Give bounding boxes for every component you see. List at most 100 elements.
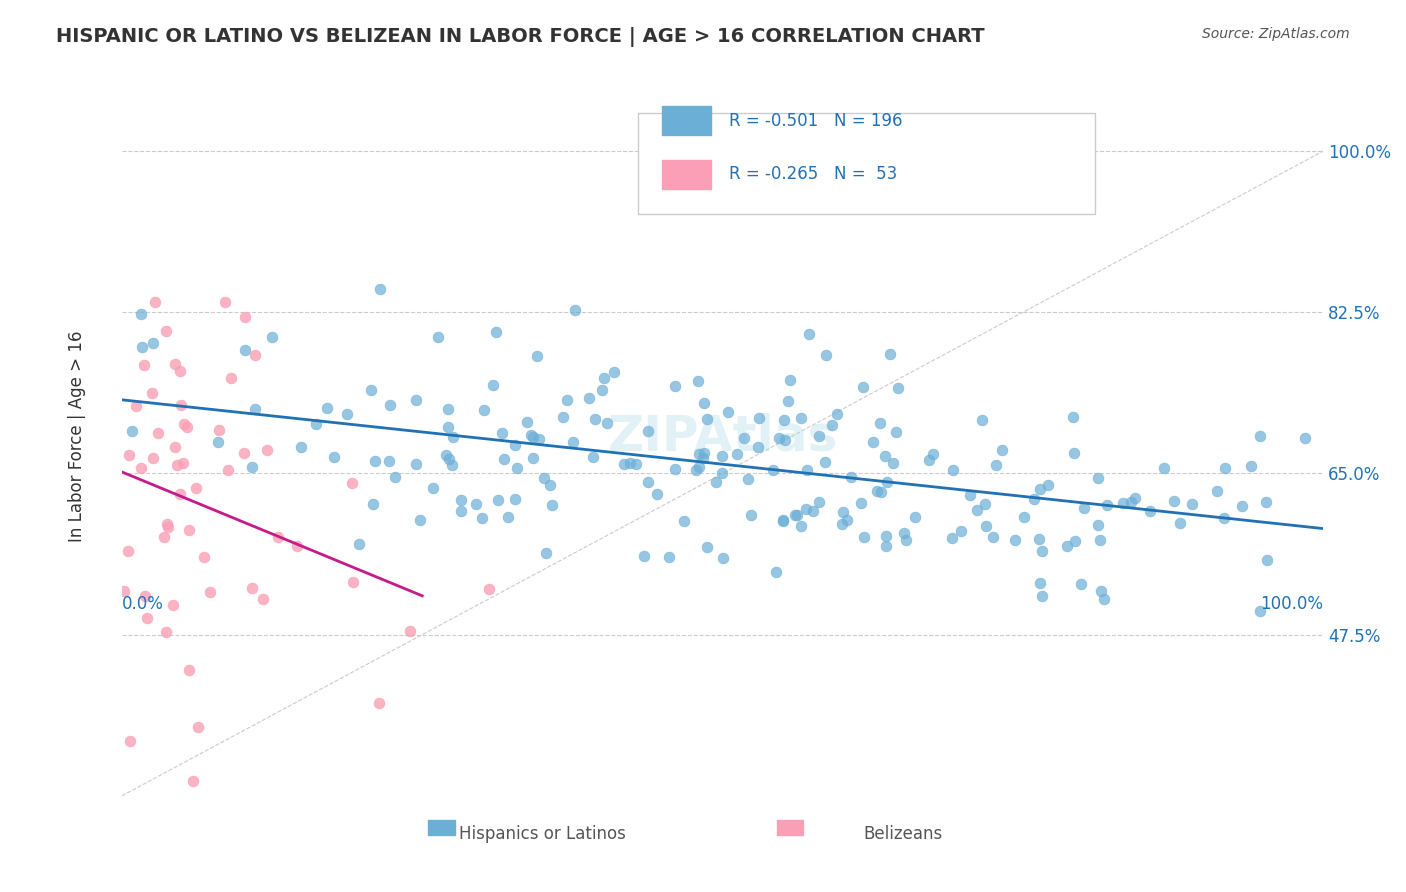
Point [942, 462, 965, 476]
Point [564, 303, 586, 318]
Point [342, 475, 364, 490]
Point [156, 520, 179, 534]
Point [162, 598, 184, 612]
Point [1087, 518, 1109, 533]
Point [323, 450, 346, 464]
Point [688, 447, 710, 461]
Point [170, 398, 193, 412]
Point [596, 416, 619, 430]
Point [405, 457, 427, 471]
Point [555, 392, 578, 407]
Point [450, 493, 472, 508]
Point [193, 549, 215, 564]
Point [267, 530, 290, 544]
Point [984, 458, 1007, 472]
Point [146, 425, 169, 440]
Point [378, 398, 401, 412]
Point [831, 516, 853, 531]
Point [118, 734, 141, 748]
FancyBboxPatch shape [662, 160, 710, 189]
Point [155, 324, 177, 338]
Point [165, 440, 187, 454]
Point [156, 517, 179, 532]
FancyBboxPatch shape [638, 113, 1095, 214]
Point [1213, 510, 1236, 524]
Point [516, 415, 538, 429]
Point [959, 488, 981, 502]
Point [879, 346, 901, 360]
Point [172, 456, 194, 470]
Point [1240, 458, 1263, 473]
Point [762, 463, 785, 477]
Point [491, 426, 513, 441]
Point [1112, 496, 1135, 510]
Point [790, 411, 813, 425]
Point [786, 508, 808, 523]
Point [342, 575, 364, 590]
Point [1125, 491, 1147, 505]
Point [121, 424, 143, 438]
Text: In Labor Force | Age > 16: In Labor Force | Age > 16 [67, 331, 86, 542]
Point [825, 407, 848, 421]
Point [633, 549, 655, 564]
Point [1230, 499, 1253, 513]
Point [441, 458, 464, 473]
Point [526, 349, 548, 363]
Point [198, 585, 221, 599]
Point [166, 458, 188, 473]
Point [733, 431, 755, 445]
Point [875, 539, 897, 553]
Point [814, 454, 837, 468]
Point [794, 502, 817, 516]
Point [972, 413, 994, 427]
Point [384, 469, 406, 483]
Point [233, 446, 256, 460]
Point [1092, 591, 1115, 606]
Point [118, 448, 141, 462]
Point [851, 380, 873, 394]
Point [1056, 539, 1078, 553]
Point [1062, 410, 1084, 425]
Point [245, 348, 267, 362]
Point [862, 434, 884, 449]
Text: Source: ZipAtlas.com: Source: ZipAtlas.com [1202, 27, 1350, 41]
Point [1028, 482, 1050, 496]
Point [696, 541, 718, 555]
Point [637, 475, 659, 489]
Point [1163, 494, 1185, 508]
Point [1087, 471, 1109, 485]
Point [533, 471, 555, 485]
Point [285, 539, 308, 553]
Point [832, 505, 855, 519]
Point [527, 433, 550, 447]
Point [305, 417, 328, 431]
Point [869, 484, 891, 499]
Point [686, 374, 709, 388]
Text: Belizeans: Belizeans [863, 824, 942, 843]
Point [486, 492, 509, 507]
Point [481, 378, 503, 392]
Point [711, 466, 734, 480]
Point [1031, 544, 1053, 558]
Point [207, 434, 229, 449]
Point [235, 310, 257, 325]
Point [503, 437, 526, 451]
Point [1095, 498, 1118, 512]
Point [240, 581, 263, 595]
Point [505, 461, 527, 475]
Point [1168, 516, 1191, 531]
Point [364, 454, 387, 468]
Point [186, 481, 208, 495]
Point [886, 425, 908, 440]
Point [991, 442, 1014, 457]
Point [808, 429, 831, 443]
Point [941, 532, 963, 546]
Point [893, 525, 915, 540]
Point [664, 462, 686, 476]
Point [974, 519, 997, 533]
Point [797, 326, 820, 341]
Point [129, 307, 152, 321]
Point [1119, 495, 1142, 509]
Point [876, 475, 898, 489]
Point [132, 358, 155, 372]
